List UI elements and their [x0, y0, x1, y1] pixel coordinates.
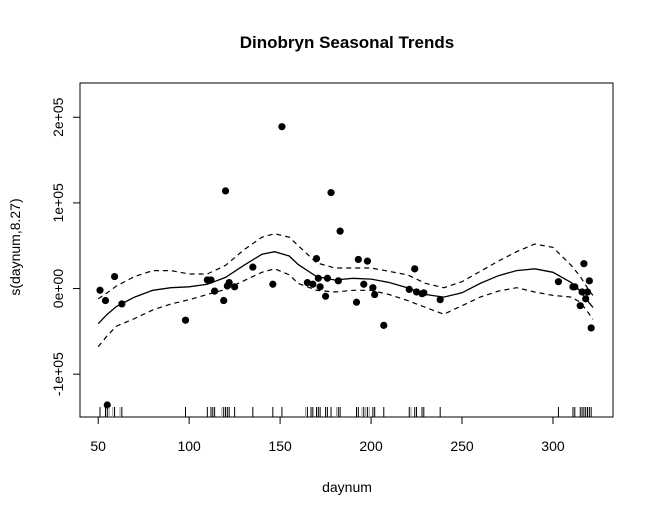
x-tick-label: 100: [177, 438, 201, 454]
x-tick-label: 300: [541, 438, 565, 454]
data-point: [220, 296, 228, 305]
data-point: [369, 284, 377, 292]
chart-title: Dinobryn Seasonal Trends: [240, 33, 454, 52]
data-point: [327, 189, 335, 197]
data-point: [360, 280, 368, 288]
x-tick-label: 200: [359, 438, 383, 454]
data-point: [405, 285, 413, 293]
y-tick-label: 1e+05: [50, 183, 66, 223]
data-point: [336, 227, 344, 235]
data-point: [207, 276, 215, 284]
x-tick-label: 250: [450, 438, 474, 454]
y-tick-label: 0e+00: [50, 269, 66, 309]
confidence-bands: [97, 233, 594, 348]
data-point: [231, 283, 239, 291]
data-point: [96, 286, 104, 294]
data-point: [221, 187, 230, 195]
y-axis-label: s(daynum,8.27): [7, 198, 23, 295]
data-point: [249, 263, 257, 271]
data-point: [436, 296, 444, 304]
data-point: [582, 295, 590, 303]
data-point: [412, 288, 421, 296]
data-point: [587, 324, 595, 332]
data-point: [576, 302, 584, 310]
data-point: [110, 272, 119, 281]
y-tick-label: -1e+05: [50, 352, 66, 396]
data-point: [101, 296, 110, 305]
data-point: [585, 277, 593, 285]
data-point: [380, 321, 388, 329]
y-tick-label: 2e+05: [50, 97, 66, 137]
data-point: [269, 280, 277, 288]
data-point: [352, 298, 361, 306]
data-point: [334, 277, 342, 285]
upper-confidence-band: [97, 233, 594, 300]
data-point: [578, 288, 586, 296]
data-point: [363, 257, 372, 265]
data-point: [354, 255, 362, 264]
data-point: [278, 123, 286, 131]
data-point: [316, 283, 324, 291]
x-axis: 50 100 150 200 250 300: [90, 416, 565, 454]
data-point: [580, 260, 588, 268]
data-point: [411, 265, 419, 273]
data-point: [225, 278, 233, 287]
lower-confidence-band: [97, 268, 594, 348]
x-tick-label: 150: [268, 438, 292, 454]
x-tick-label: 50: [90, 438, 106, 454]
data-point: [583, 288, 592, 296]
data-point: [211, 287, 219, 295]
data-points: [96, 123, 595, 409]
data-point: [323, 274, 331, 282]
smooth-fit: [97, 251, 594, 325]
y-axis: -1e+05 0e+00 1e+05 2e+05: [50, 97, 81, 396]
data-point: [420, 289, 428, 297]
data-point: [103, 401, 111, 409]
fit-line: [97, 251, 594, 325]
data-point: [118, 300, 126, 308]
data-point: [314, 274, 322, 282]
rug-marks: [99, 407, 592, 417]
data-point: [554, 278, 563, 286]
data-point: [321, 292, 330, 300]
data-point: [309, 280, 317, 288]
data-point: [303, 278, 311, 287]
plot-frame: [79, 82, 614, 418]
data-point: [312, 254, 321, 263]
x-axis-label: daynum: [322, 479, 372, 495]
data-point: [371, 290, 379, 299]
data-point: [571, 283, 579, 291]
data-point: [181, 316, 190, 324]
